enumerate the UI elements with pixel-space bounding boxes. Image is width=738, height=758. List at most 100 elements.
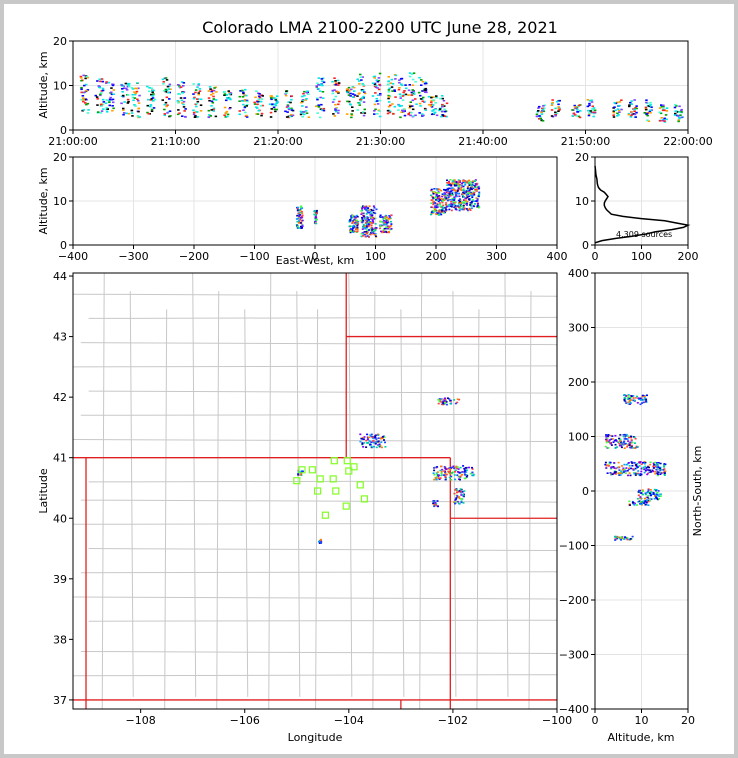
lightning-source-point bbox=[444, 397, 446, 400]
lightning-source-point bbox=[473, 185, 476, 187]
lightning-source-point bbox=[447, 204, 450, 206]
lightning-source-point bbox=[305, 91, 309, 94]
lightning-source-point bbox=[463, 490, 466, 492]
lightning-source-point bbox=[386, 225, 389, 227]
lma-station-marker bbox=[360, 495, 368, 503]
lightning-source-point bbox=[105, 106, 108, 109]
lightning-source-point bbox=[617, 536, 620, 539]
lightning-source-point bbox=[477, 205, 480, 207]
lightning-source-point bbox=[656, 465, 659, 467]
lightning-source-point bbox=[550, 115, 554, 117]
lightning-source-point bbox=[393, 105, 397, 108]
lightning-source-point bbox=[430, 202, 433, 204]
lightning-source-point bbox=[388, 111, 391, 114]
lightning-source-point bbox=[478, 206, 480, 209]
lightning-source-point bbox=[320, 542, 322, 544]
county-border bbox=[88, 390, 557, 394]
lightning-source-point bbox=[105, 81, 108, 83]
lightning-source-point bbox=[680, 111, 683, 113]
lightning-source-point bbox=[660, 105, 664, 108]
lightning-source-point bbox=[639, 501, 642, 503]
lightning-source-point bbox=[647, 105, 651, 107]
lightning-source-point bbox=[555, 112, 559, 115]
lightning-source-point bbox=[107, 81, 111, 84]
lightning-source-point bbox=[656, 472, 659, 475]
county-border bbox=[129, 291, 134, 697]
lightning-source-point bbox=[470, 207, 473, 209]
lightning-source-point bbox=[644, 492, 647, 495]
lightning-source-point bbox=[457, 201, 460, 204]
lightning-source-point bbox=[226, 115, 229, 118]
lightning-source-point bbox=[461, 193, 464, 195]
lightning-source-point bbox=[338, 100, 341, 103]
lightning-source-point bbox=[465, 197, 467, 200]
lightning-source-point bbox=[196, 100, 200, 103]
lightning-source-point bbox=[448, 472, 451, 475]
lightning-source-point bbox=[138, 94, 141, 97]
lightning-source-point bbox=[454, 193, 457, 195]
lightning-source-point bbox=[652, 470, 655, 473]
lightning-source-point bbox=[418, 76, 421, 79]
lightning-source-point bbox=[453, 203, 456, 206]
lightning-source-point bbox=[590, 99, 593, 102]
lightning-source-point bbox=[377, 79, 380, 82]
lightning-source-point bbox=[414, 114, 417, 117]
lightning-source-point bbox=[452, 465, 455, 468]
lightning-source-point bbox=[611, 473, 614, 476]
lightning-source-point bbox=[661, 109, 665, 112]
lightning-source-point bbox=[455, 184, 458, 187]
lightning-source-point bbox=[349, 228, 352, 230]
time-height-xtick-label: 21:00:00 bbox=[48, 135, 97, 148]
lightning-source-point bbox=[446, 179, 448, 182]
lightning-source-point bbox=[360, 79, 363, 81]
lightning-source-point bbox=[558, 99, 561, 102]
lightning-source-point bbox=[660, 472, 663, 474]
lightning-source-point bbox=[137, 102, 141, 104]
lightning-source-point bbox=[274, 97, 278, 100]
lightning-source-point bbox=[459, 202, 462, 204]
lightning-source-point bbox=[362, 84, 365, 86]
lightning-source-point bbox=[462, 188, 465, 190]
lightning-source-point bbox=[258, 95, 261, 98]
lightning-source-point bbox=[391, 83, 395, 85]
county-border bbox=[101, 273, 105, 709]
lightning-source-point bbox=[448, 194, 451, 197]
lightning-source-point bbox=[300, 215, 303, 218]
lightning-source-point bbox=[451, 182, 454, 184]
lightning-source-point bbox=[617, 114, 620, 116]
lightning-source-point bbox=[400, 84, 404, 87]
lightning-source-point bbox=[120, 84, 124, 86]
lightning-source-point bbox=[363, 92, 367, 95]
lightning-source-point bbox=[303, 94, 306, 97]
lightning-source-point bbox=[178, 112, 181, 114]
lightning-source-point bbox=[224, 112, 227, 114]
lightning-source-point bbox=[554, 113, 557, 116]
lightning-source-point bbox=[436, 197, 439, 199]
lightning-source-point bbox=[423, 82, 427, 85]
lightning-source-point bbox=[390, 214, 393, 217]
lightning-source-point bbox=[465, 208, 468, 210]
lightning-source-point bbox=[387, 97, 390, 100]
lightning-source-point bbox=[642, 500, 645, 503]
lightning-source-point bbox=[443, 470, 446, 472]
lightning-source-point bbox=[80, 77, 83, 79]
lightning-source-point bbox=[475, 188, 477, 191]
lightning-source-point bbox=[82, 100, 85, 103]
lightning-source-point bbox=[297, 221, 300, 223]
lightning-source-point bbox=[617, 466, 620, 468]
lightning-source-point bbox=[363, 442, 366, 444]
lightning-source-point bbox=[398, 81, 401, 84]
lightning-source-point bbox=[467, 185, 469, 188]
plan-view-ytick-label: 41 bbox=[53, 452, 67, 465]
lightning-source-point bbox=[378, 445, 381, 448]
lightning-source-point bbox=[437, 211, 440, 214]
lightning-source-point bbox=[458, 206, 461, 209]
lightning-source-point bbox=[268, 103, 272, 105]
time-height-xtick-label: 21:20:00 bbox=[253, 135, 302, 148]
lightning-source-point bbox=[434, 196, 437, 198]
lightning-source-point bbox=[633, 113, 637, 116]
lightning-source-point bbox=[244, 111, 247, 114]
lightning-source-point bbox=[317, 84, 320, 86]
lightning-source-point bbox=[440, 398, 443, 400]
lightning-source-point bbox=[625, 433, 628, 436]
